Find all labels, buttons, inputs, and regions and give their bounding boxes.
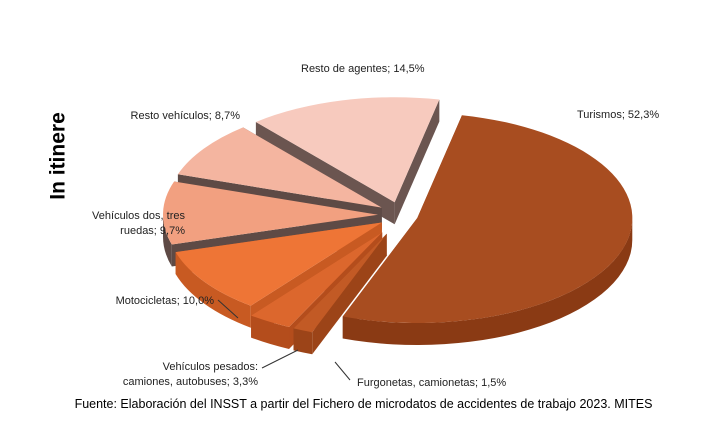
slice-labels: Turismos; 52,3% Furgonetas, camionetas; 1… [92,63,659,389]
slice-wall [163,214,172,267]
slice-label: Vehículos dos, tres ruedas; 9,7% [92,210,185,237]
slice-label: Turismos; 52,3% [577,109,659,121]
slice-top-face [251,232,383,328]
pie-slice [293,233,387,355]
slice-top-face [255,97,440,203]
leader-line [217,299,239,319]
slice-top-face [342,115,633,324]
slice-side-face [394,99,440,225]
pie-slice [342,115,633,346]
slice-label: Motocicletas; 10,0% [116,295,215,307]
slice-top-face [175,222,382,306]
slice-wall [293,328,313,355]
leader-line [261,349,299,369]
slice-label: Resto de agentes; 14,5% [301,63,425,75]
slice-wall [175,252,251,328]
leader-line [334,361,351,381]
slice-label: Vehículos pesados: camiones, autobuses; 3… [123,361,258,388]
slice-top-face [293,233,387,333]
slice-wall [342,218,633,346]
slice-label: Furgonetas, camionetas; 1,5% [357,377,506,389]
slice-wall [251,315,290,350]
pie-slices [163,97,633,355]
source-note: Fuente: Elaboración del INSST a partir d… [74,397,653,411]
slice-top-face [163,181,379,245]
slice-label: Resto vehículos; 8,7% [131,110,241,122]
slice-top-face [177,127,382,208]
y-axis-label: In itinere [47,112,70,200]
